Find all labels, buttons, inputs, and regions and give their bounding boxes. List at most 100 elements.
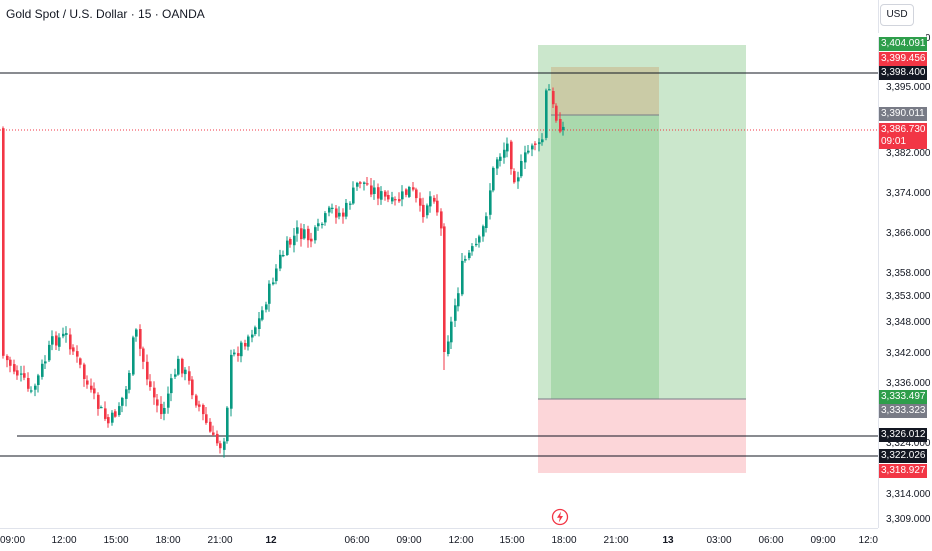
price-tick: 3,309.000 — [886, 514, 931, 525]
lightning-alert-icon[interactable] — [551, 508, 569, 526]
candle-body — [202, 405, 205, 415]
candle-body — [534, 143, 537, 145]
candle-body — [240, 342, 243, 357]
price-tag: 3,390.011 — [879, 107, 927, 121]
candle-body — [552, 91, 555, 105]
time-label: 21:00 — [603, 535, 629, 546]
price-tick: 3,342.000 — [886, 348, 931, 359]
candle-body — [345, 202, 348, 217]
price-tag-value: 3,333.497 — [881, 391, 926, 402]
candle-body — [433, 197, 436, 202]
candle-body — [265, 304, 268, 310]
candle-body — [436, 200, 439, 213]
chart-area[interactable]: Gold Spot / U.S. Dollar · 15 · OANDA — [0, 0, 878, 528]
candle-body — [408, 187, 411, 197]
candle-body — [419, 198, 422, 206]
candle-body — [184, 369, 187, 375]
time-label: 21:00 — [207, 535, 233, 546]
price-tag-value: 3,398.400 — [881, 67, 926, 78]
price-tag: 3,322.026 — [879, 449, 927, 463]
price-tick: 3,395.000 — [886, 82, 931, 93]
candle-body — [485, 216, 488, 228]
candle-body — [527, 150, 530, 153]
candle-body — [478, 236, 481, 243]
candle-body — [181, 358, 184, 374]
candle-body — [9, 359, 12, 366]
candle-body — [510, 141, 513, 170]
candle-body — [303, 229, 306, 239]
candle-body — [457, 293, 460, 307]
price-tick: 3,314.000 — [886, 489, 931, 500]
price-tag-value: 3,318.927 — [881, 465, 926, 476]
candle-body — [548, 89, 551, 91]
time-label: 09:00 — [810, 535, 836, 546]
candle-body — [289, 239, 292, 245]
candle-body — [58, 337, 61, 347]
candle-body — [188, 371, 191, 381]
candle-body — [62, 333, 65, 337]
candle-body — [44, 361, 47, 364]
price-tag-countdown: 09:01 — [881, 136, 907, 147]
time-label: 12:0 — [858, 535, 878, 546]
candle-body — [405, 189, 408, 195]
time-axis[interactable]: 09:00 12:00 15:00 18:00 21:00 12 06:00 09:00 12:… — [0, 528, 878, 551]
candle-body — [307, 228, 310, 241]
candle-body — [69, 334, 72, 350]
price-tag: 3,333.497 — [879, 390, 927, 404]
candle-body — [27, 378, 30, 389]
candle-body — [440, 211, 443, 229]
candle-body — [429, 196, 432, 207]
candle-body — [489, 190, 492, 215]
candle-body — [461, 260, 464, 295]
candle-body — [324, 213, 327, 223]
price-tag-value: 3,404.091 — [881, 38, 926, 49]
candle-body — [503, 149, 506, 158]
candle-body — [142, 348, 145, 362]
time-label: 15:00 — [499, 535, 525, 546]
time-label: 12 — [265, 535, 277, 546]
candle-body — [366, 183, 369, 185]
candle-body — [555, 105, 558, 121]
candle-body — [37, 375, 40, 385]
candle-body — [517, 177, 520, 182]
candle-body — [223, 441, 226, 450]
candle-body — [415, 189, 418, 199]
candle-body — [468, 252, 471, 259]
price-tag: 3,404.091 — [879, 37, 927, 51]
candle-body — [342, 212, 345, 217]
candle-body — [499, 156, 502, 161]
candle-body — [454, 305, 457, 321]
price-tag: 3,399.456 — [879, 52, 927, 66]
candle-body — [520, 161, 523, 177]
price-tag: 3,318.927 — [879, 464, 927, 478]
candle-body — [125, 389, 128, 399]
candle-body — [349, 203, 352, 205]
candle-body — [104, 408, 107, 419]
price-tick: 3,366.000 — [886, 228, 931, 239]
candle-body — [219, 443, 222, 449]
candle-body — [114, 411, 117, 417]
price-chart[interactable] — [0, 0, 878, 528]
price-tick: 3,382.000 — [886, 148, 931, 159]
currency-button[interactable]: USD — [880, 4, 914, 26]
candle-body — [475, 243, 478, 246]
candle-body — [160, 403, 163, 415]
candle-body — [244, 343, 247, 347]
price-tag: 3,333.323 — [879, 404, 927, 418]
candle-body — [531, 145, 534, 150]
candle-body — [296, 227, 299, 234]
candle-body — [272, 282, 275, 285]
candle-body — [121, 397, 124, 406]
price-tag-value: 3,386.730 — [881, 124, 926, 135]
candle-body — [447, 341, 450, 354]
candle-body — [384, 191, 387, 197]
price-tag-value: 3,399.456 — [881, 53, 926, 64]
price-tag: 3,398.400 — [879, 66, 927, 80]
candle-body — [387, 195, 390, 200]
entry-zone — [551, 67, 659, 115]
candle-body — [496, 159, 499, 169]
candle-body — [209, 421, 212, 432]
candle-body — [198, 404, 201, 407]
candle-body — [268, 283, 271, 304]
candle-body — [135, 329, 138, 337]
